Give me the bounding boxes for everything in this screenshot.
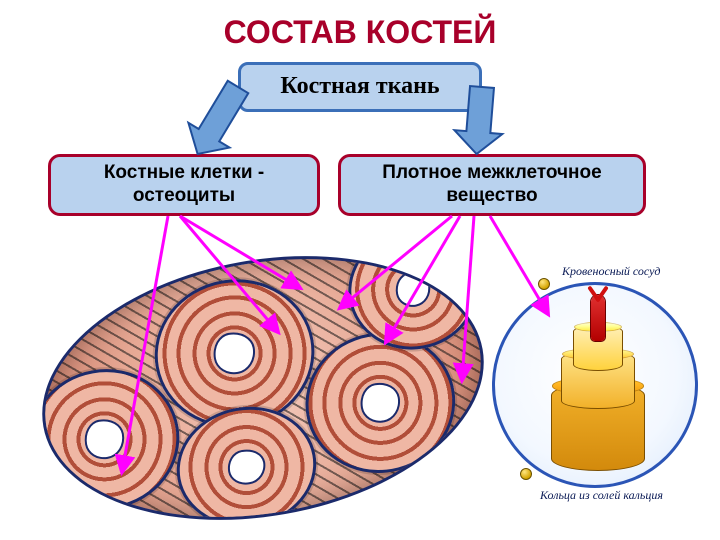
label-blood-vessel: Кровеносный сосуд — [562, 264, 661, 279]
calcium-rings-illustration — [492, 282, 698, 488]
callout-dot — [538, 278, 550, 290]
osteon-cross-section-illustration — [21, 223, 505, 540]
page-title: СОСТАВ КОСТЕЙ — [0, 14, 720, 51]
child-node-osteocytes: Костные клетки - остеоциты — [48, 154, 320, 216]
child-node-intercellular-matrix: Плотное межклеточное вещество — [338, 154, 646, 216]
blood-vessel-icon — [591, 295, 605, 341]
label-calcium-rings: Кольца из солей кальция — [540, 488, 663, 503]
callout-dot — [520, 468, 532, 480]
root-node-bone-tissue: Костная ткань — [238, 62, 482, 112]
